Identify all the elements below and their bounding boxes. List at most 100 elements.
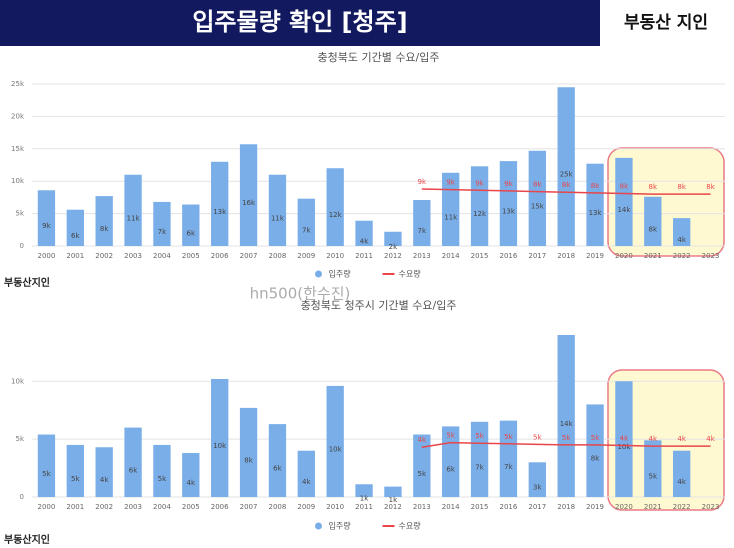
bar (326, 168, 344, 246)
x-tick-label: 2015 (471, 252, 489, 260)
x-tick-label: 2003 (124, 503, 142, 511)
x-tick-label: 2021 (644, 503, 662, 511)
bar (326, 385, 344, 497)
y-tick-label: 15k (11, 145, 25, 153)
x-tick-label: 2010 (326, 503, 344, 511)
legend-label: 입주량 (329, 269, 352, 279)
data-label: 8k (244, 456, 253, 464)
data-label: 7k (158, 228, 167, 236)
x-tick-label: 2022 (673, 503, 691, 511)
x-tick-label: 2012 (384, 252, 402, 260)
x-tick-label: 2002 (95, 503, 113, 511)
data-label: 4k (302, 478, 311, 486)
x-tick-label: 2014 (442, 503, 460, 511)
data-label: 5k (418, 470, 427, 478)
data-label: 4k (706, 435, 715, 443)
data-label: 12k (473, 210, 487, 218)
x-tick-label: 2023 (702, 503, 720, 511)
bar (615, 157, 633, 246)
y-tick-label: 10k (11, 377, 25, 385)
data-label: 14k (617, 206, 631, 214)
bar (384, 231, 402, 246)
highlight-box (607, 369, 725, 511)
bar (153, 201, 171, 246)
line (421, 188, 711, 195)
x-tick-label: 2006 (211, 503, 229, 511)
bar (153, 444, 171, 497)
data-label: 8k (591, 455, 600, 463)
x-tick-label: 2008 (269, 503, 287, 511)
data-label: 6k (71, 232, 80, 240)
y-tick-label: 20k (11, 112, 25, 120)
y-tick-label: 5k (15, 435, 24, 443)
data-label: 5k (475, 432, 484, 440)
data-label: 14k (560, 420, 574, 428)
x-tick-label: 2000 (38, 252, 56, 260)
data-label: 5k (533, 433, 542, 441)
legend-swatch (315, 522, 322, 530)
bar (37, 190, 56, 246)
x-tick-label: 2002 (95, 252, 113, 260)
data-label: 4k (620, 435, 629, 443)
data-label: 7k (475, 463, 484, 471)
data-label: 9k (504, 180, 513, 188)
bar (297, 198, 315, 246)
data-label: 8k (706, 183, 715, 191)
x-tick-label: 2010 (326, 252, 344, 260)
x-tick-label: 2001 (66, 252, 84, 260)
x-tick-label: 2008 (269, 252, 287, 260)
bar (124, 174, 142, 246)
bar (644, 196, 662, 246)
bar (384, 486, 402, 497)
bar (470, 166, 489, 246)
data-label: 5k (446, 432, 455, 440)
data-label: 8k (620, 183, 629, 191)
x-tick-label: 2017 (528, 503, 546, 511)
x-tick-label: 2011 (355, 503, 373, 511)
watermark: hn500(한수진) (250, 285, 351, 303)
bar (355, 484, 373, 497)
bar (586, 163, 604, 246)
data-label: 13k (213, 208, 227, 216)
bar (557, 87, 575, 247)
x-tick-label: 2009 (297, 503, 315, 511)
bar (499, 420, 518, 497)
legend-label: 입주량 (329, 521, 352, 531)
data-label: 8k (649, 183, 658, 191)
logo: 부동산지인 (4, 276, 50, 289)
data-label: 4k (418, 436, 427, 444)
bar (673, 450, 691, 497)
data-label: 15k (531, 202, 545, 210)
x-tick-label: 2009 (297, 252, 315, 260)
x-tick-label: 2018 (557, 252, 575, 260)
x-tick-label: 2007 (240, 252, 258, 260)
data-label: 16k (242, 199, 256, 207)
data-label: 4k (100, 476, 109, 484)
y-tick-label: 0 (20, 493, 24, 501)
bar (442, 172, 460, 246)
bar (211, 378, 229, 497)
data-label: 4k (677, 236, 686, 244)
data-label: 11k (271, 214, 285, 222)
x-tick-label: 2011 (355, 252, 373, 260)
x-tick-label: 2015 (471, 503, 489, 511)
bar (66, 444, 84, 497)
data-label: 10k (329, 445, 343, 453)
data-label: 10k (213, 442, 227, 450)
x-tick-label: 2013 (413, 503, 431, 511)
bar (470, 421, 489, 497)
data-label: 6k (129, 466, 138, 474)
x-tick-label: 2022 (673, 252, 691, 260)
bar (182, 453, 200, 497)
bar (499, 161, 518, 246)
data-label: 12k (329, 211, 343, 219)
data-label: 4k (649, 435, 658, 443)
y-tick-label: 25k (11, 80, 25, 88)
data-label: 5k (504, 433, 513, 441)
x-tick-label: 2016 (500, 503, 518, 511)
data-label: 3k (533, 484, 542, 492)
data-label: 13k (502, 208, 516, 216)
bar (95, 196, 113, 246)
data-label: 9k (475, 179, 484, 187)
data-label: 13k (589, 209, 603, 217)
